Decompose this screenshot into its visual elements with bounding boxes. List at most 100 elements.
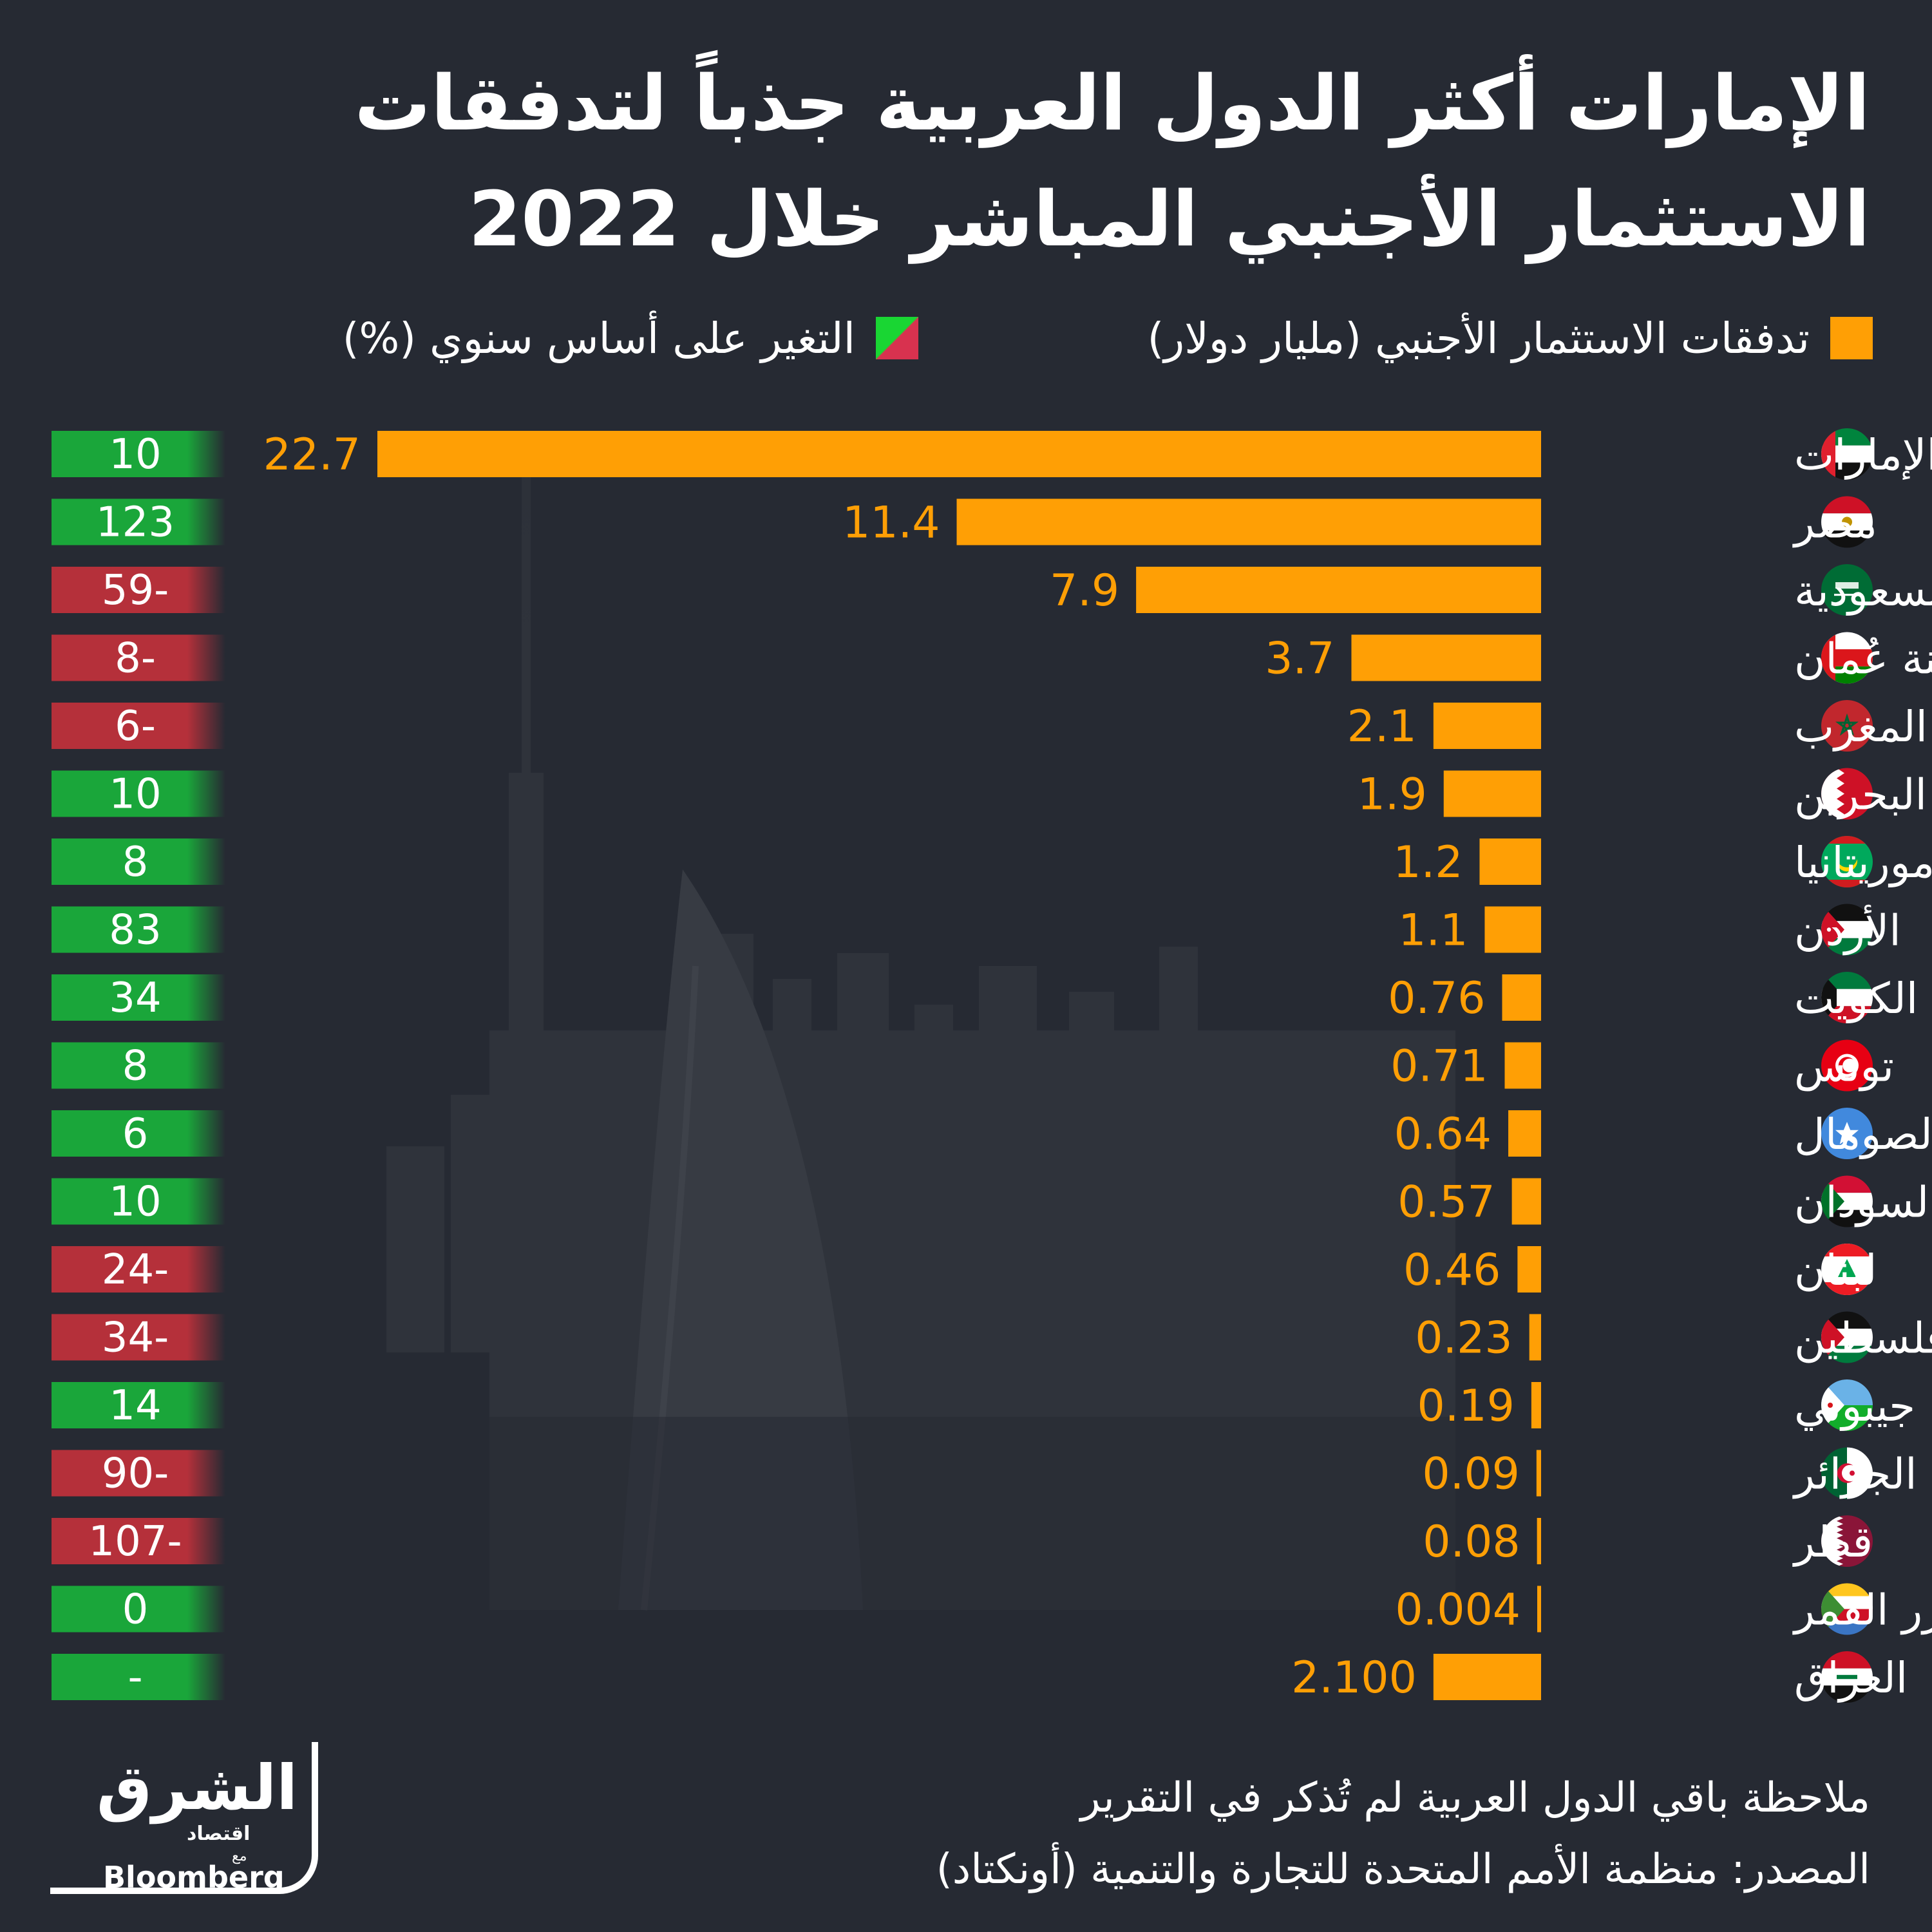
country-label: لبنان [1794, 1245, 1877, 1295]
table-row: 8 1.2 موريتانيا [52, 836, 1932, 888]
legend-swatch-change [876, 317, 918, 359]
jordan-flag-icon [1821, 904, 1873, 956]
bar [1517, 1246, 1541, 1293]
change-box [52, 1246, 225, 1293]
bar-value-label: 0.09 [1422, 1449, 1519, 1500]
change-box [52, 1382, 225, 1428]
change-value-label: 59- [102, 567, 169, 614]
sudan-flag-icon [1821, 1175, 1873, 1227]
morocco-flag-icon [1821, 700, 1873, 752]
country-label: السعودية [1794, 566, 1932, 616]
country-label: الأردن [1794, 904, 1901, 956]
change-box [52, 906, 225, 953]
logo-iqtisad: اقتصاد [187, 1823, 251, 1845]
bar-value-label: 0.19 [1417, 1381, 1514, 1432]
country-label: موريتانيا [1794, 838, 1932, 887]
change-value-label: 8- [115, 635, 156, 683]
mauritania-flag-icon [1821, 836, 1873, 887]
chart-title-line-2: الاستثمار الأجنبي المباشر خلال 2022 [468, 175, 1870, 263]
table-row: 83 1.1 الأردن [52, 904, 1901, 956]
bar [1479, 838, 1541, 885]
bar-value-label: 0.64 [1394, 1109, 1492, 1160]
bar [1536, 1450, 1541, 1497]
table-row: 14 0.19 جيبوتي [52, 1379, 1915, 1432]
legend-label-change: التغير على أساس سنوي (%) [342, 313, 855, 363]
table-row: 24- 0.46 لبنان [52, 1244, 1877, 1296]
change-box [52, 1110, 225, 1157]
country-label: البحرين [1794, 770, 1927, 820]
bar-value-label: 2.1 [1347, 701, 1417, 752]
bar-value-label: 3.7 [1265, 634, 1334, 685]
change-box [52, 1654, 225, 1700]
iraq-flag-icon [1821, 1651, 1873, 1703]
change-value-label: 107- [88, 1518, 182, 1566]
table-row: 6- 2.1 المغرب [52, 700, 1927, 752]
chart-title: الإمارات أكثر الدول العربية جذباً لتدفقا… [131, 45, 1870, 277]
table-row: 90- 0.09 الجزائر [52, 1447, 1917, 1500]
bar [1351, 634, 1541, 681]
table-row: 107- 0.08 قطر [52, 1515, 1873, 1567]
bar [377, 431, 1541, 477]
change-box [52, 1042, 225, 1089]
country-label: فلسطين [1794, 1314, 1932, 1363]
change-box [52, 1586, 225, 1633]
logo-bloomberg: Bloomberg [103, 1860, 285, 1895]
legend-swatch-inflows [1830, 317, 1873, 359]
bar [1511, 1178, 1541, 1225]
country-label: الكويت [1794, 974, 1918, 1023]
change-value-label: 34- [102, 1314, 169, 1362]
change-box [52, 498, 225, 545]
country-label: الجزائر [1792, 1450, 1917, 1499]
country-label: السودان [1794, 1178, 1932, 1227]
bar-value-label: 0.08 [1423, 1517, 1520, 1567]
change-box [52, 974, 225, 1021]
bar [1443, 770, 1541, 817]
table-row: 10 22.7 الإمارات [52, 428, 1932, 480]
bar [1433, 703, 1541, 749]
change-box [52, 1314, 225, 1361]
change-box [52, 838, 225, 885]
bar-value-label: 0.57 [1397, 1177, 1495, 1228]
bar-value-label: 1.1 [1398, 905, 1468, 956]
table-row: 123 11.4 مصر [52, 496, 1877, 549]
legend-item-inflows: تدفقات الاستثمار الأجنبي (مليار دولار) [1148, 309, 1873, 367]
bar [1433, 1654, 1541, 1700]
bar [1136, 567, 1541, 613]
bar [1531, 1382, 1541, 1428]
change-value-label: 34 [109, 974, 161, 1022]
tunisia-flag-icon [1821, 1039, 1873, 1092]
bar-value-label: 0.46 [1403, 1245, 1501, 1296]
country-label: العراق [1794, 1653, 1908, 1703]
legend-label-inflows: تدفقات الاستثمار الأجنبي (مليار دولار) [1147, 313, 1810, 363]
footer-source: المصدر: منظمة الأمم المتحدة للتجارة والت… [936, 1846, 1870, 1893]
country-label: قطر [1792, 1517, 1873, 1567]
table-row: - 2.100 العراق [52, 1651, 1908, 1703]
bar [1504, 1042, 1541, 1089]
country-label: تونس [1794, 1042, 1894, 1092]
change-box [52, 634, 225, 681]
bar-value-label: 22.7 [263, 430, 361, 480]
bar [1508, 1110, 1541, 1157]
bar [1537, 1518, 1541, 1564]
change-value-label: 24- [102, 1246, 169, 1294]
change-value-label: 0 [122, 1586, 149, 1634]
saudi-flag-icon [1821, 564, 1873, 616]
bar [1484, 906, 1541, 953]
bar [1529, 1314, 1541, 1361]
bar [1537, 1586, 1541, 1633]
change-box [52, 1518, 225, 1564]
bar-value-label: 0.004 [1395, 1585, 1520, 1636]
table-row: 34 0.76 الكويت [52, 972, 1918, 1024]
change-box [52, 431, 225, 477]
uae-flag-icon [1821, 428, 1873, 480]
bar-value-label: 0.71 [1390, 1041, 1488, 1092]
footer-note: ملاحظة باقي الدول العربية لم تُذكر في ال… [1080, 1774, 1870, 1822]
change-value-label: 8 [122, 838, 149, 886]
bar-value-label: 2.100 [1291, 1653, 1417, 1703]
change-value-label: 8 [122, 1043, 149, 1090]
change-box [52, 770, 225, 817]
table-row: 8 0.71 تونس [52, 1039, 1894, 1092]
change-value-label: 6- [115, 703, 156, 750]
